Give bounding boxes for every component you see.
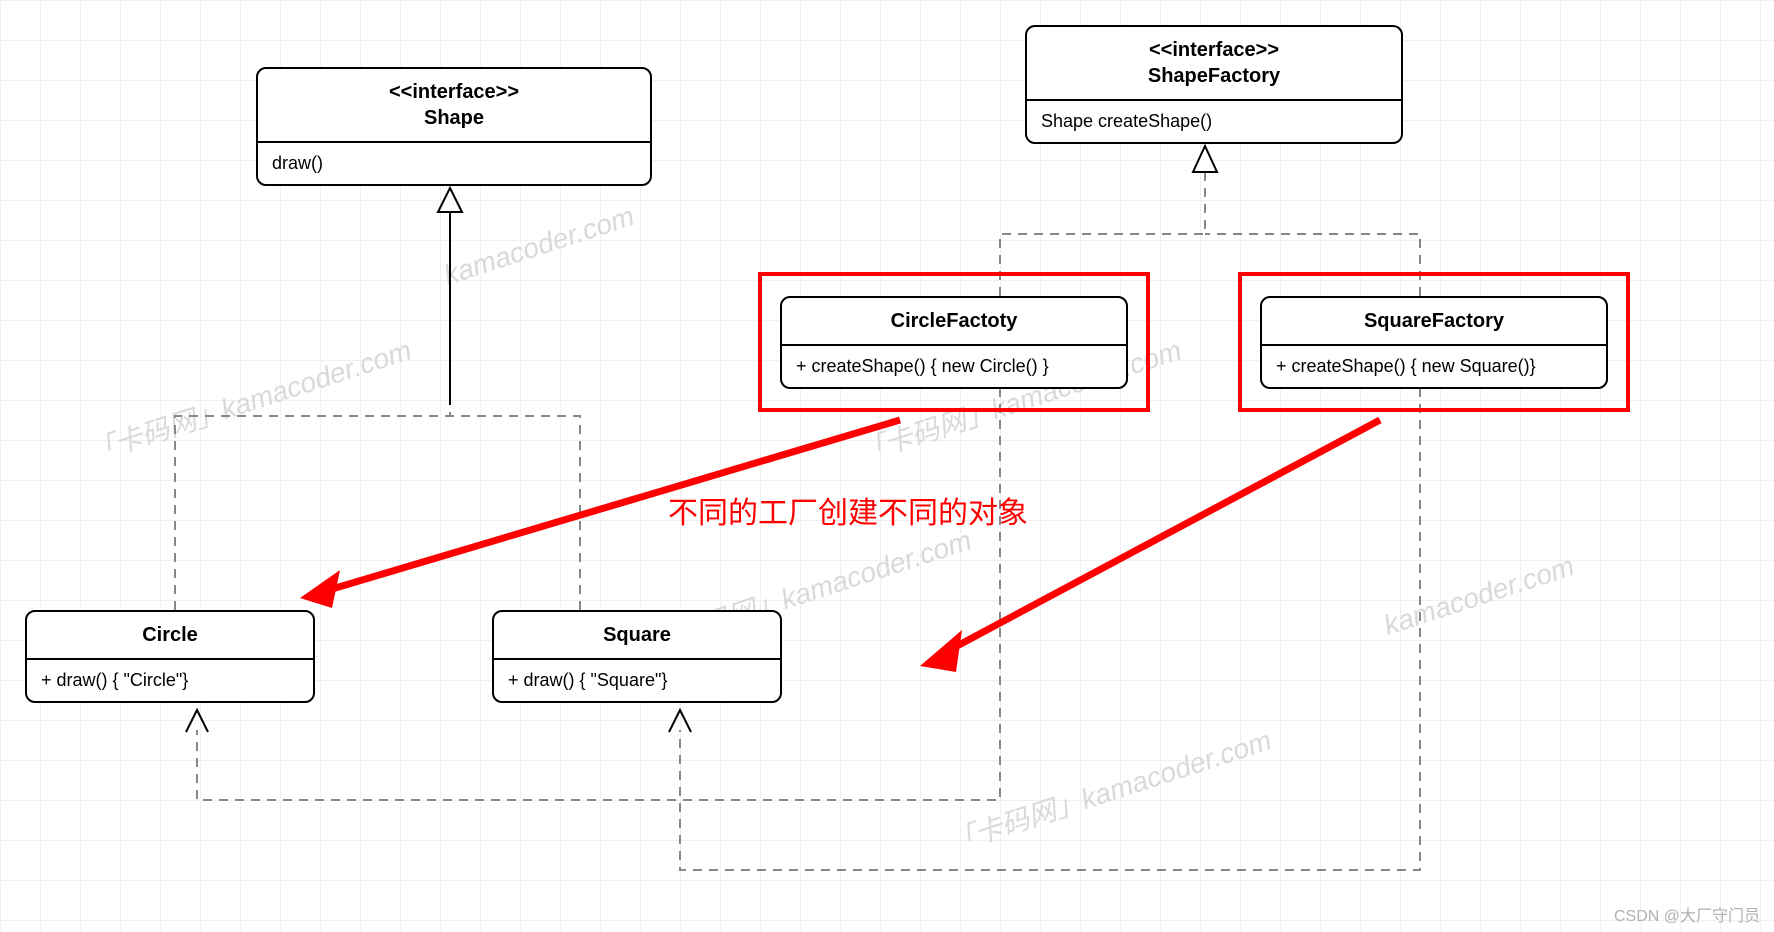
stereotype-label: <<interface>>	[272, 79, 636, 105]
annotation-text: 不同的工厂创建不同的对象	[668, 488, 1028, 532]
uml-header: <<interface>> Shape	[258, 69, 650, 143]
class-name: Square	[508, 622, 766, 648]
class-name: ShapeFactory	[1041, 63, 1387, 89]
class-name: CircleFactoty	[796, 308, 1112, 334]
uml-header: CircleFactoty	[782, 298, 1126, 346]
uml-body: + createShape() { new Square()}	[1262, 346, 1606, 387]
uml-body: + draw() { "Square"}	[494, 660, 780, 701]
uml-class-circle: Circle + draw() { "Circle"}	[25, 610, 315, 703]
uml-class-circlefactory: CircleFactoty + createShape() { new Circ…	[780, 296, 1128, 389]
attribution-text: CSDN @大厂守门员	[1614, 902, 1760, 926]
uml-class-squarefactory: SquareFactory + createShape() { new Squa…	[1260, 296, 1608, 389]
uml-header: Circle	[27, 612, 313, 660]
class-name: SquareFactory	[1276, 308, 1592, 334]
class-name: Circle	[41, 622, 299, 648]
uml-class-square: Square + draw() { "Square"}	[492, 610, 782, 703]
uml-interface-shapefactory: <<interface>> ShapeFactory Shape createS…	[1025, 25, 1403, 144]
uml-header: <<interface>> ShapeFactory	[1027, 27, 1401, 101]
uml-body: + createShape() { new Circle() }	[782, 346, 1126, 387]
uml-body: draw()	[258, 143, 650, 184]
uml-body: Shape createShape()	[1027, 101, 1401, 142]
stereotype-label: <<interface>>	[1041, 37, 1387, 63]
uml-header: SquareFactory	[1262, 298, 1606, 346]
uml-body: + draw() { "Circle"}	[27, 660, 313, 701]
uml-interface-shape: <<interface>> Shape draw()	[256, 67, 652, 186]
class-name: Shape	[272, 105, 636, 131]
uml-header: Square	[494, 612, 780, 660]
